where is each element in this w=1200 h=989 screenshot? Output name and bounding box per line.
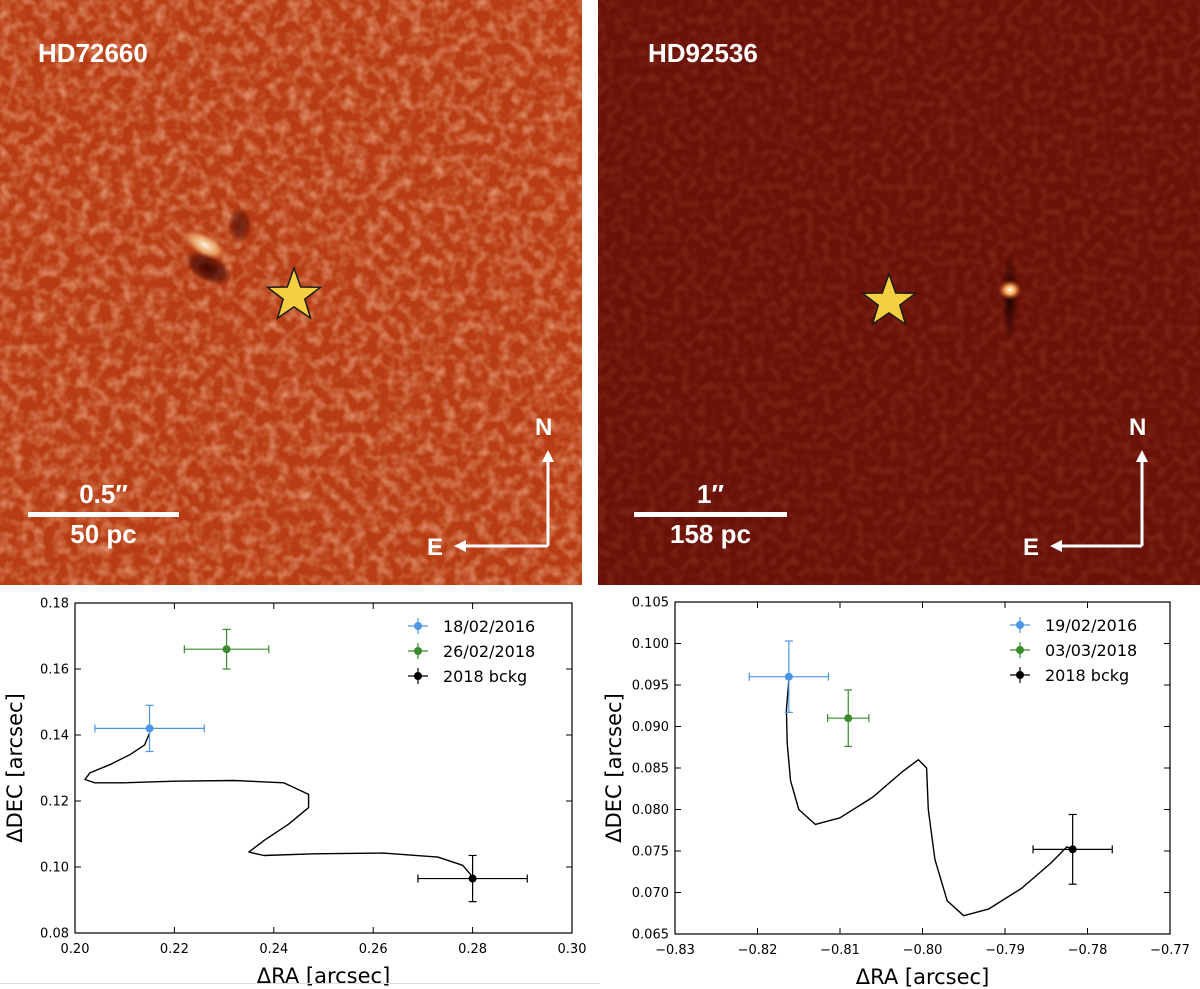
data-point-1 bbox=[827, 689, 870, 748]
legend-entry-1: 26/02/2018 bbox=[408, 642, 535, 661]
compass-east-label: E bbox=[427, 534, 444, 561]
legend-entry-0: 18/02/2016 bbox=[408, 617, 535, 636]
y-tick-label: 0.095 bbox=[632, 679, 669, 694]
image-panel-hd92536: HD92536 1″ 158 pc N E bbox=[598, 0, 1200, 585]
legend-label: 2018 bckg bbox=[1045, 666, 1129, 685]
x-tick-label: −0.79 bbox=[985, 943, 1025, 958]
y-tick-label: 0.085 bbox=[632, 762, 669, 777]
compass-east-label: E bbox=[1023, 534, 1040, 561]
image-title: HD92536 bbox=[648, 38, 758, 68]
scale-bar bbox=[28, 512, 179, 517]
scale-bar bbox=[634, 512, 787, 517]
host-star-icon bbox=[860, 271, 918, 326]
divider bbox=[0, 983, 600, 984]
x-tick-label: 0.26 bbox=[359, 942, 388, 957]
marker bbox=[844, 714, 853, 723]
image-panel-hd72660: HD72660 0.5″ 50 pc N E bbox=[0, 0, 582, 585]
x-tick-label: −0.80 bbox=[903, 943, 943, 958]
data-point-2 bbox=[417, 854, 528, 903]
y-tick-label: 0.10 bbox=[40, 861, 69, 876]
predicted-background-track bbox=[84, 733, 474, 878]
east-arrow-head bbox=[1050, 540, 1062, 552]
legend-label: 18/02/2016 bbox=[443, 617, 535, 636]
image-noise-field bbox=[598, 0, 1200, 585]
legend-entry-2: 2018 bckg bbox=[408, 667, 527, 686]
legend-marker bbox=[1016, 621, 1024, 629]
astrometry-plot-hd92536: −0.83 −0.82 −0.81 −0.80 −0.79 −0.78 −0.77 0.065… bbox=[598, 585, 1200, 989]
companion-bright-lobe bbox=[183, 230, 227, 260]
companion-bright-core bbox=[998, 280, 1022, 300]
y-tick-label: 0.070 bbox=[632, 886, 669, 901]
x-tick-label: 0.28 bbox=[458, 942, 487, 957]
compass-north-label: N bbox=[1129, 414, 1147, 441]
legend-label: 19/02/2016 bbox=[1045, 616, 1137, 635]
x-tick-label: −0.77 bbox=[1150, 943, 1190, 958]
scale-angular-label: 0.5″ bbox=[79, 479, 128, 509]
data-point-0 bbox=[94, 704, 205, 753]
north-arrow-head bbox=[542, 450, 554, 462]
y-tick-label: 0.080 bbox=[632, 803, 669, 818]
astrometry-plot-hd72660: 0.20 0.22 0.24 0.26 0.28 0.30 0.08 0.10 0.12 0.14… bbox=[0, 585, 600, 989]
scale-physical-label: 158 pc bbox=[670, 519, 751, 549]
legend-label: 26/02/2018 bbox=[443, 642, 535, 661]
x-axis-label: ΔRA [arcsec] bbox=[257, 964, 391, 988]
y-tick-label: 0.14 bbox=[40, 729, 69, 744]
x-tick-label: 0.20 bbox=[61, 942, 90, 957]
x-tick-label: −0.81 bbox=[820, 943, 860, 958]
scale-angular-label: 1″ bbox=[697, 479, 724, 509]
compass-north-label: N bbox=[535, 414, 553, 441]
companion-dark-lobe-2 bbox=[228, 207, 252, 243]
north-arrow-head bbox=[1136, 450, 1148, 462]
axes-frame bbox=[74, 602, 573, 934]
scale-physical-label: 50 pc bbox=[70, 519, 137, 549]
x-tick-label: −0.82 bbox=[738, 943, 778, 958]
plot-canvas: −0.83 −0.82 −0.81 −0.80 −0.79 −0.78 −0.77 0.065… bbox=[602, 596, 1190, 989]
y-axis-label: ΔDEC [arcsec] bbox=[602, 693, 626, 843]
y-tick-label: 0.12 bbox=[40, 795, 69, 810]
legend-marker bbox=[414, 622, 422, 630]
marker bbox=[784, 672, 793, 681]
legend-entry-0: 19/02/2016 bbox=[1010, 616, 1137, 635]
y-tick-label: 0.18 bbox=[40, 597, 69, 612]
x-tick-label: 0.24 bbox=[259, 942, 288, 957]
y-tick-label: 0.08 bbox=[40, 927, 69, 942]
legend-marker bbox=[1016, 671, 1024, 679]
marker bbox=[468, 874, 477, 883]
y-tick-label: 0.075 bbox=[632, 845, 669, 860]
x-tick-label: 0.22 bbox=[160, 942, 189, 957]
image-noise-field bbox=[0, 0, 582, 585]
data-point-1 bbox=[183, 628, 270, 670]
marker bbox=[1068, 845, 1077, 854]
y-tick-label: 0.16 bbox=[40, 663, 69, 678]
x-tick-label: −0.83 bbox=[655, 943, 695, 958]
x-axis-label: ΔRA [arcsec] bbox=[856, 965, 990, 989]
marker bbox=[145, 724, 154, 733]
predicted-background-track bbox=[785, 680, 1073, 917]
data-point-0 bbox=[748, 640, 830, 713]
y-tick-label: 0.090 bbox=[632, 720, 669, 735]
legend-marker bbox=[1016, 646, 1024, 654]
legend-marker bbox=[414, 647, 422, 655]
x-tick-label: −0.78 bbox=[1068, 943, 1108, 958]
legend-marker bbox=[414, 672, 422, 680]
x-tick-label: 0.30 bbox=[558, 942, 587, 957]
legend-entry-2: 2018 bckg bbox=[1010, 666, 1129, 685]
legend-label: 2018 bckg bbox=[443, 667, 527, 686]
east-arrow-head bbox=[454, 540, 466, 552]
host-star-icon bbox=[265, 265, 323, 320]
y-tick-label: 0.100 bbox=[632, 637, 669, 652]
legend-entry-1: 03/03/2018 bbox=[1010, 641, 1137, 660]
y-tick-label: 0.065 bbox=[632, 928, 669, 943]
data-point-2 bbox=[1032, 813, 1113, 885]
plot-canvas: 0.20 0.22 0.24 0.26 0.28 0.30 0.08 0.10 0.12 0.14… bbox=[3, 597, 587, 989]
marker bbox=[222, 645, 231, 654]
y-tick-label: 0.105 bbox=[632, 596, 669, 611]
legend-label: 03/03/2018 bbox=[1045, 641, 1137, 660]
image-title: HD72660 bbox=[38, 38, 148, 68]
y-axis-label: ΔDEC [arcsec] bbox=[3, 693, 27, 843]
